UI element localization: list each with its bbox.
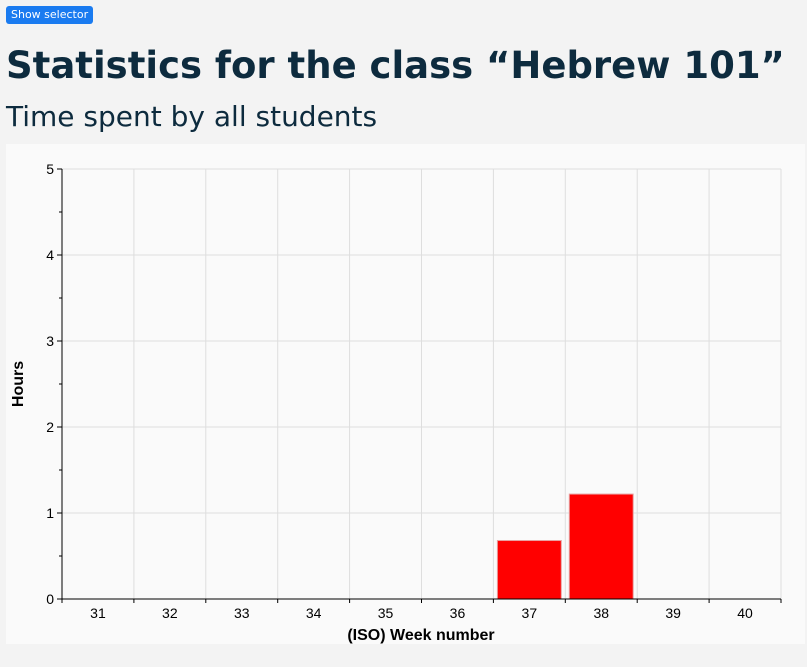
x-axis-label: (ISO) Week number (347, 627, 494, 644)
y-tick-label: 4 (46, 247, 54, 263)
x-tick-label: 40 (737, 605, 753, 621)
y-tick-label: 5 (46, 161, 54, 177)
y-axis-label: Hours (10, 361, 27, 407)
x-tick-label: 38 (593, 605, 609, 621)
time-spent-chart: 0 1 2 3 4 5 31 32 33 34 35 36 37 38 39 40 (ISO) Week nu… (6, 144, 805, 644)
show-selector-button[interactable]: Show selector (6, 6, 94, 24)
chart-grid (62, 168, 782, 599)
x-tick-label: 33 (234, 605, 250, 621)
page-title: Statistics for the class “Hebrew 101” (6, 44, 785, 87)
chart-bars (496, 493, 634, 600)
x-tick-label: 35 (378, 605, 394, 621)
y-tick-label: 3 (46, 333, 54, 349)
y-tick-label: 1 (46, 505, 54, 521)
x-tick-label: 37 (522, 605, 538, 621)
x-tick-label: 39 (665, 605, 681, 621)
bar-week-38 (568, 493, 634, 600)
x-tick-label: 31 (90, 605, 106, 621)
x-tick-label: 32 (162, 605, 178, 621)
y-tick-label: 2 (46, 419, 54, 435)
bar-week-37 (496, 540, 562, 600)
y-tick-label: 0 (46, 591, 54, 607)
x-tick-label: 34 (306, 605, 322, 621)
page-subtitle: Time spent by all students (6, 100, 378, 133)
x-tick-label: 36 (450, 605, 466, 621)
